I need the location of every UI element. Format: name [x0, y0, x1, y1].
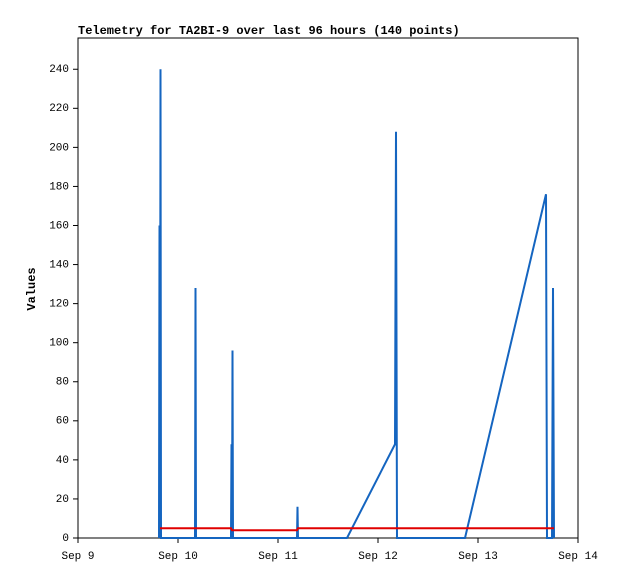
x-tick-label: Sep 10 — [158, 551, 198, 563]
y-tick-label: 140 — [49, 259, 69, 271]
x-tick-label: Sep 9 — [61, 551, 94, 563]
y-tick-label: 80 — [56, 377, 69, 389]
y-tick-label: 40 — [56, 455, 69, 467]
x-tick-label: Sep 13 — [458, 551, 498, 563]
y-tick-label: 200 — [49, 142, 69, 154]
y-axis-label: Values — [25, 267, 39, 310]
data-line — [160, 527, 554, 532]
x-tick-label: Sep 14 — [558, 551, 598, 563]
y-tick-label: 240 — [49, 64, 69, 76]
chart-title: Telemetry for TA2BI-9 over last 96 hours… — [78, 24, 460, 38]
data-line — [158, 69, 555, 539]
x-tick-label: Sep 11 — [258, 551, 298, 563]
y-tick-label: 160 — [49, 220, 69, 232]
x-tick-label: Sep 12 — [358, 551, 398, 563]
y-tick-label: 120 — [49, 299, 69, 311]
y-tick-label: 0 — [62, 533, 69, 545]
y-tick-label: 60 — [56, 416, 69, 428]
y-tick-label: 100 — [49, 338, 69, 350]
y-tick-label: 20 — [56, 494, 69, 506]
y-tick-label: 220 — [49, 103, 69, 115]
y-tick-label: 180 — [49, 181, 69, 193]
